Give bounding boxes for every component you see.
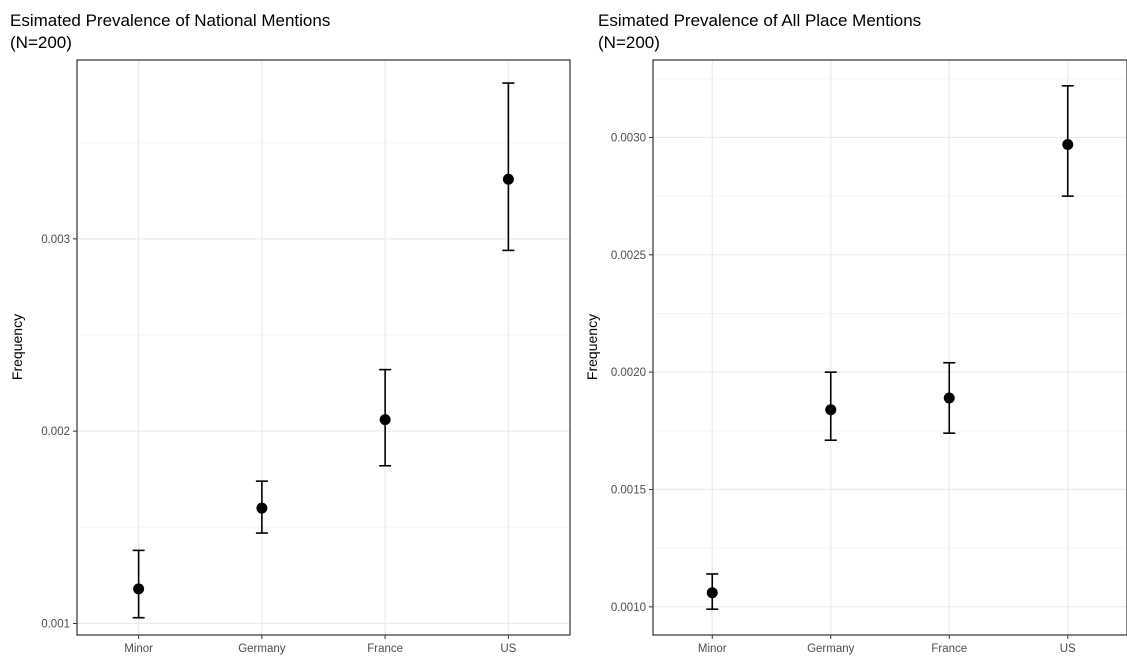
error-bar	[502, 82, 515, 252]
chart-subtitle: (N=200)	[598, 33, 660, 52]
chart-subtitle: (N=200)	[10, 33, 72, 52]
chart-title: Esimated Prevalence of National Mentions	[10, 11, 330, 30]
data-point	[706, 587, 718, 599]
y-tick-label: 0.0010	[611, 602, 646, 614]
chart-all-place-mentions: Esimated Prevalence of All Place Mention…	[584, 11, 1127, 655]
data-point	[256, 502, 268, 514]
x-tick-label: Germany	[238, 643, 286, 655]
y-axis-label: Frequency	[584, 314, 600, 380]
data-point	[1062, 138, 1074, 150]
y-tick-label: 0.001	[41, 618, 70, 630]
plot-area: 0.0010 0.0015 0.0020 0.0025 0.0030 Minor Germa…	[611, 59, 1127, 655]
y-tick-label: 0.0030	[611, 132, 646, 144]
x-tick-label: France	[931, 643, 967, 655]
x-tick-label: Minor	[124, 643, 153, 655]
panel-background	[653, 60, 1127, 635]
x-tick-label: France	[367, 643, 403, 655]
data-point	[379, 414, 391, 426]
x-tick-label: Minor	[698, 643, 727, 655]
y-axis-label: Frequency	[9, 314, 25, 380]
plot-area: 0.001 0.002 0.003 Minor Germany France US	[41, 59, 571, 655]
y-tick-label: 0.002	[41, 426, 70, 438]
y-tick-label: 0.0025	[611, 250, 646, 262]
y-tick-label: 0.0020	[611, 367, 646, 379]
y-tick-label: 0.0015	[611, 484, 646, 496]
y-tick-label: 0.003	[41, 234, 70, 246]
x-tick-label: US	[500, 643, 516, 655]
x-tick-label: US	[1060, 643, 1076, 655]
data-point	[502, 173, 514, 185]
panel-background	[77, 60, 570, 635]
chart-national-mentions: Esimated Prevalence of National Mentions…	[9, 11, 571, 655]
panel-border	[652, 59, 1127, 636]
panel-border	[76, 59, 571, 636]
data-point	[133, 583, 145, 595]
data-point	[825, 404, 837, 416]
x-tick-label: Germany	[807, 643, 855, 655]
chart-title: Esimated Prevalence of All Place Mention…	[598, 11, 921, 30]
data-point	[943, 392, 955, 404]
